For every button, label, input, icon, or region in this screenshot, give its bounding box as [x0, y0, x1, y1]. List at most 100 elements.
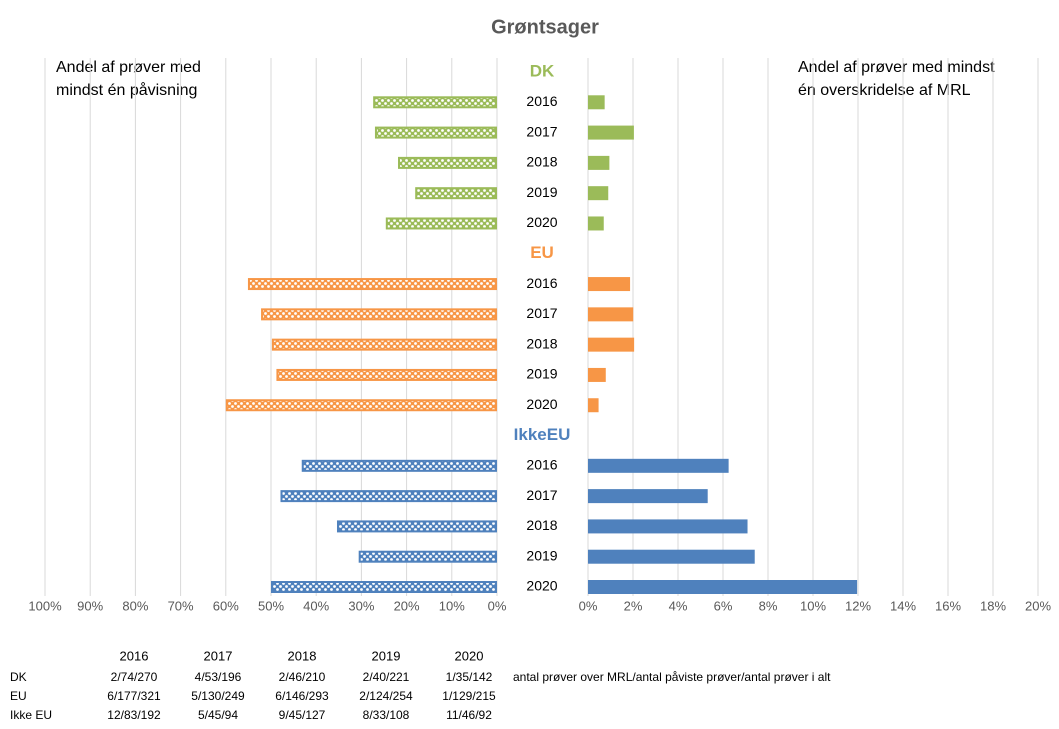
bar	[588, 398, 599, 413]
table-cell: 12/83/192	[107, 708, 161, 722]
table-cell: 2/46/210	[279, 670, 326, 684]
bar	[247, 278, 497, 291]
bar	[358, 550, 497, 563]
x-tick-label: 2%	[624, 598, 643, 613]
category-label: 2016	[526, 275, 557, 291]
x-tick-label: 18%	[980, 598, 1006, 613]
category-label: 2017	[526, 305, 557, 321]
bar	[588, 519, 748, 534]
table-header: 2019	[372, 648, 401, 663]
bar	[276, 368, 498, 381]
bar	[588, 307, 634, 322]
bar	[588, 125, 634, 140]
category-label: 2019	[526, 547, 557, 563]
table-cell: 2/74/270	[111, 670, 158, 684]
right-label: én overskridelse af MRL	[798, 82, 971, 99]
category-label: 2019	[526, 184, 557, 200]
category-label: 2019	[526, 366, 557, 382]
table-row-label: EU	[10, 689, 27, 703]
category-label: 2017	[526, 487, 557, 503]
x-tick-label: 30%	[348, 598, 374, 613]
category-label: 2017	[526, 123, 557, 139]
table-cell: 1/129/215	[442, 689, 496, 703]
bar	[374, 126, 497, 139]
category-label: 2018	[526, 154, 557, 170]
table-cell: 4/53/196	[195, 670, 242, 684]
table-cell: 9/45/127	[279, 708, 326, 722]
table-header: 2017	[204, 648, 233, 663]
bar	[588, 186, 609, 201]
x-tick-label: 20%	[1025, 598, 1051, 613]
table-header: 2020	[455, 648, 484, 663]
table-note: antal prøver over MRL/antal påviste prøv…	[513, 670, 831, 684]
x-tick-label: 4%	[669, 598, 688, 613]
table-cell: 8/33/108	[363, 708, 410, 722]
table-cell: 5/45/94	[198, 708, 238, 722]
category-label: 2020	[526, 578, 557, 594]
x-tick-label: 100%	[28, 598, 62, 613]
bar	[261, 308, 497, 321]
x-tick-label: 50%	[258, 598, 284, 613]
table-header: 2018	[288, 648, 317, 663]
bar	[588, 155, 610, 170]
bar	[588, 458, 729, 473]
x-tick-label: 80%	[122, 598, 148, 613]
x-tick-label: 14%	[890, 598, 916, 613]
table-cell: 6/177/321	[107, 689, 161, 703]
bar	[373, 96, 498, 109]
table-cell: 2/40/221	[363, 670, 410, 684]
x-tick-label: 20%	[394, 598, 420, 613]
table-row-label: Ikke EU	[10, 708, 52, 722]
x-tick-label: 6%	[714, 598, 733, 613]
x-tick-label: 8%	[759, 598, 778, 613]
table-cell: 11/46/92	[446, 708, 492, 722]
x-tick-label: 60%	[213, 598, 239, 613]
table-header: 2016	[120, 648, 149, 663]
bar	[271, 581, 497, 593]
bar	[588, 580, 858, 594]
group-label: DK	[530, 61, 555, 80]
category-label: 2016	[526, 93, 557, 109]
x-tick-label: 16%	[935, 598, 961, 613]
x-tick-label: 0%	[488, 598, 507, 613]
category-label: 2016	[526, 457, 557, 473]
x-tick-label: 90%	[77, 598, 103, 613]
category-label: 2018	[526, 517, 557, 533]
left-label: mindst én påvisning	[56, 81, 197, 99]
group-label: EU	[530, 243, 554, 262]
category-label: 2020	[526, 396, 557, 412]
x-tick-label: 12%	[845, 598, 871, 613]
bar	[588, 549, 755, 564]
table-cell: 6/146/293	[275, 689, 329, 703]
x-tick-label: 40%	[303, 598, 329, 613]
table-row-label: DK	[10, 670, 27, 684]
bar	[588, 95, 605, 110]
table-cell: 1/35/142	[446, 670, 493, 684]
bar	[225, 399, 498, 412]
bar	[588, 489, 708, 504]
bar	[398, 156, 497, 169]
category-label: 2018	[526, 335, 557, 351]
bar	[271, 338, 497, 351]
left-label: Andel af prøver med	[56, 59, 201, 76]
bar	[280, 490, 497, 503]
x-tick-label: 0%	[579, 598, 598, 613]
group-label: IkkeEU	[514, 425, 571, 444]
bar	[588, 277, 631, 292]
table-cell: 5/130/249	[191, 689, 245, 703]
chart-title: Grøntsager	[491, 16, 599, 38]
bar	[588, 216, 604, 231]
table-cell: 2/124/254	[359, 689, 413, 703]
x-tick-label: 10%	[439, 598, 465, 613]
bar	[385, 217, 498, 230]
bar	[588, 337, 635, 352]
x-tick-label: 70%	[168, 598, 194, 613]
bar	[336, 520, 497, 533]
x-tick-label: 10%	[800, 598, 826, 613]
right-label: Andel af prøver med mindst	[798, 59, 995, 76]
bar	[415, 187, 497, 200]
bar	[301, 459, 497, 472]
bar	[588, 367, 606, 382]
category-label: 2020	[526, 214, 557, 230]
